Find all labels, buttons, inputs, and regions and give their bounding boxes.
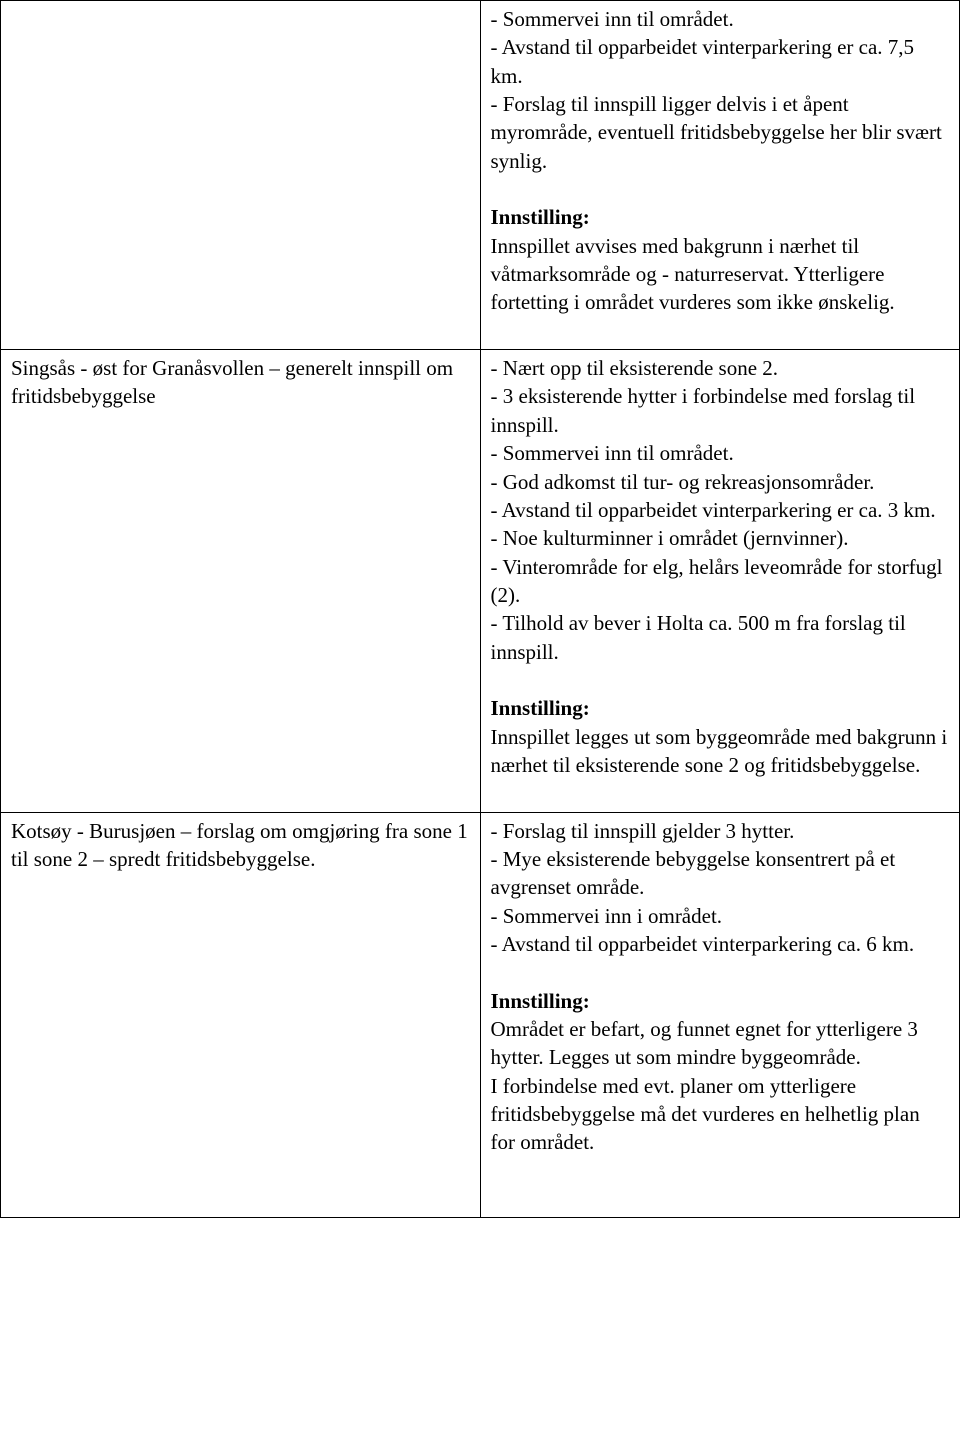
- document-table-body: - Sommervei inn til området.- Avstand ti…: [1, 1, 960, 1218]
- document-table: - Sommervei inn til området.- Avstand ti…: [0, 0, 960, 1218]
- right-cell: - Sommervei inn til området.- Avstand ti…: [480, 1, 960, 350]
- blank-line: [491, 1157, 950, 1185]
- blank-line: [491, 175, 950, 203]
- body-text-line: - Sommervei inn i området.: [491, 902, 950, 930]
- left-cell: Singsås - øst for Granåsvollen – generel…: [1, 350, 481, 813]
- blank-line: [491, 666, 950, 694]
- right-cell: - Nært opp til eksisterende sone 2.- 3 e…: [480, 350, 960, 813]
- body-text-line: - God adkomst til tur- og rekreasjonsomr…: [491, 468, 950, 496]
- body-text-line: - Noe kulturminner i området (jernvinner…: [491, 524, 950, 552]
- body-text-line: - Sommervei inn til området.: [491, 5, 950, 33]
- body-text-line: - Nært opp til eksisterende sone 2.: [491, 354, 950, 382]
- table-row: Kotsøy - Burusjøen – forslag om omgjørin…: [1, 812, 960, 1218]
- table-row: - Sommervei inn til området.- Avstand ti…: [1, 1, 960, 350]
- body-text-line: - Forslag til innspill ligger delvis i e…: [491, 90, 950, 175]
- body-text-line: - Vinterområde for elg, helårs leveområd…: [491, 553, 950, 610]
- table-row: Singsås - øst for Granåsvollen – generel…: [1, 350, 960, 813]
- blank-line: [491, 958, 950, 986]
- body-text-line: - Forslag til innspill gjelder 3 hytter.: [491, 817, 950, 845]
- left-cell-text: Kotsøy - Burusjøen – forslag om omgjørin…: [11, 817, 470, 874]
- body-text-line: - Mye eksisterende bebyggelse konsentrer…: [491, 845, 950, 902]
- body-text-line: - Avstand til opparbeidet vinterparkerin…: [491, 930, 950, 958]
- section-heading: Innstilling:: [491, 694, 950, 722]
- body-text-line: - 3 eksisterende hytter i forbindelse me…: [491, 382, 950, 439]
- left-cell-text: Singsås - øst for Granåsvollen – generel…: [11, 354, 470, 411]
- section-heading: Innstilling:: [491, 203, 950, 231]
- body-text-line: - Sommervei inn til området.: [491, 439, 950, 467]
- blank-line: [491, 779, 950, 807]
- body-text-line: Området er befart, og funnet egnet for y…: [491, 1015, 950, 1072]
- body-text-line: I forbindelse med evt. planer om ytterli…: [491, 1072, 950, 1157]
- body-text-line: - Avstand til opparbeidet vinterparkerin…: [491, 496, 950, 524]
- left-cell: [1, 1, 481, 350]
- section-heading: Innstilling:: [491, 987, 950, 1015]
- body-text-line: Innspillet avvises med bakgrunn i nærhet…: [491, 232, 950, 317]
- blank-line: [491, 317, 950, 345]
- right-cell: - Forslag til innspill gjelder 3 hytter.…: [480, 812, 960, 1218]
- body-text-line: Innspillet legges ut som byggeområde med…: [491, 723, 950, 780]
- body-text-line: - Avstand til opparbeidet vinterparkerin…: [491, 33, 950, 90]
- body-text-line: - Tilhold av bever i Holta ca. 500 m fra…: [491, 609, 950, 666]
- blank-line: [491, 1185, 950, 1213]
- left-cell: Kotsøy - Burusjøen – forslag om omgjørin…: [1, 812, 481, 1218]
